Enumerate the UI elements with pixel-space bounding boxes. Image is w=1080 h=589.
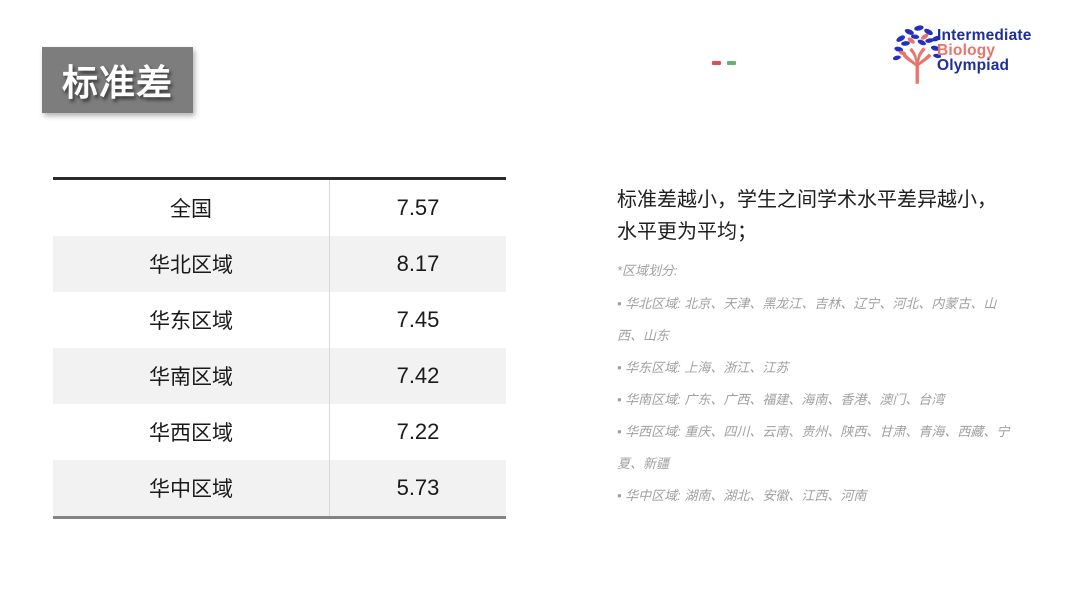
summary-text: 标准差越小，学生之间学术水平差异越小， 水平更为平均；	[617, 184, 1017, 248]
list-item: • 华西区域: 重庆、四川、云南、贵州、陕西、甘肃、青海、西藏、宁夏、新疆	[617, 424, 1010, 471]
region-cell: 华南区域	[53, 348, 330, 404]
list-item: • 华中区域: 湖南、湖北、安徽、江西、河南	[617, 488, 867, 503]
standard-deviation-table: 全国 7.57 华北区域 8.17 华东区域 7.45 华南区域 7.42 华西…	[53, 177, 506, 519]
value-cell: 5.73	[396, 475, 440, 500]
list-item: • 华北区域: 北京、天津、黑龙江、吉林、辽宁、河北、内蒙古、山西、山东	[617, 296, 997, 343]
region-cell: 华北区域	[53, 236, 330, 292]
region-cell: 华中区域	[53, 460, 330, 516]
summary-line-2: 水平更为平均；	[617, 221, 757, 243]
logo-text: Intermediate Biology Olympiad	[937, 27, 1032, 74]
table-row: 华南区域 7.42	[53, 348, 506, 404]
list-item: • 华南区域: 广东、广西、福建、海南、香港、澳门、台湾	[617, 392, 945, 407]
region-cell: 华西区域	[53, 404, 330, 460]
red-dash-artifact	[712, 61, 721, 65]
region-division-list: • 华北区域: 北京、天津、黑龙江、吉林、辽宁、河北、内蒙古、山西、山东 • 华…	[617, 288, 1017, 512]
title-badge: 标准差	[42, 47, 193, 113]
table-row: 华东区域 7.45	[53, 292, 506, 348]
value-cell: 8.17	[396, 251, 440, 276]
page-title: 标准差	[61, 62, 173, 103]
region-cell: 华东区域	[53, 292, 330, 348]
value-cell: 7.42	[396, 363, 440, 388]
table-row: 华西区域 7.22	[53, 404, 506, 460]
logo: Intermediate Biology Olympiad	[893, 24, 1032, 84]
region-cell: 全国	[53, 180, 330, 236]
summary-line-1: 标准差越小，学生之间学术水平差异越小，	[617, 189, 997, 211]
value-cell: 7.22	[396, 419, 440, 444]
tree-logo-icon	[893, 25, 941, 84]
logo-line-biology: Biology	[937, 42, 996, 59]
table-row: 华中区域 5.73	[53, 460, 506, 516]
value-cell: 7.45	[396, 307, 440, 332]
table-row: 全国 7.57	[53, 180, 506, 236]
green-dash-artifact	[727, 61, 736, 65]
logo-line-olympiad: Olympiad	[937, 57, 1010, 74]
explanation-panel: 标准差越小，学生之间学术水平差异越小， 水平更为平均； *区域划分: • 华北区…	[617, 184, 1017, 512]
table-row: 华北区域 8.17	[53, 236, 506, 292]
value-cell: 7.57	[396, 195, 440, 220]
region-division-note-header: *区域划分:	[617, 263, 678, 278]
list-item: • 华东区域: 上海、浙江、江苏	[617, 360, 789, 375]
logo-line-intermediate: Intermediate	[937, 27, 1032, 44]
